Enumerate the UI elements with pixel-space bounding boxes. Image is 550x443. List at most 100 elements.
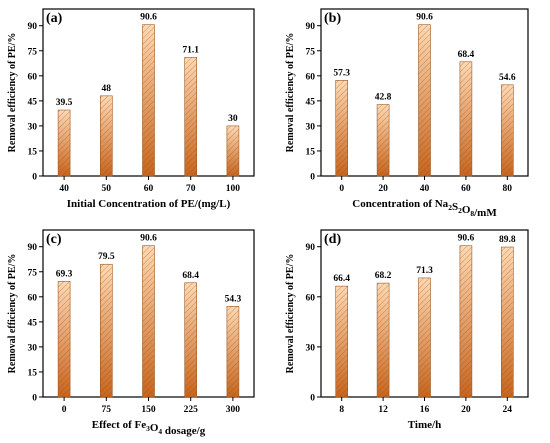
data-label: 90.6 (140, 234, 157, 244)
bar-hatch (226, 306, 239, 397)
y-axis-label: Removal efficiency of PE/% (285, 33, 296, 153)
y-tick-label: 60 (306, 293, 316, 303)
data-label: 39.5 (56, 98, 73, 108)
x-tick-label: 60 (144, 184, 154, 194)
x-tick-label: 70 (186, 184, 196, 194)
y-tick-label: 30 (306, 343, 316, 353)
x-axis-label: Concentration of Na2S2O8/mM (352, 198, 497, 219)
data-label: 68.2 (375, 271, 392, 281)
bar-hatch (142, 245, 155, 397)
chart-panel-2: (c) 0 15 30 45 60 75 90 69.3 0 79.5 75 90.6 150 68.4 22… (7, 229, 255, 437)
data-label: 54.3 (225, 294, 242, 304)
bar-hatch (459, 61, 472, 176)
data-label: 79.5 (98, 252, 115, 262)
y-tick-label: 60 (306, 72, 316, 82)
x-axis-label: Initial Concentration of PE/(mg/L) (67, 198, 231, 210)
x-tick-label: 80 (503, 184, 513, 194)
bar-hatch (58, 110, 71, 176)
y-tick-label: 90 (306, 22, 316, 32)
y-tick-label: 30 (28, 122, 38, 132)
y-axis-label: Removal efficiency of PE/% (7, 254, 18, 374)
bar-hatch (184, 282, 197, 397)
chart-panel-3: (d) 0 30 60 90 66.4 8 68.2 12 71.3 16 90.6 20 89.8 24 T… (285, 229, 529, 431)
y-tick-label: 0 (310, 394, 315, 404)
data-label: 90.6 (458, 234, 475, 244)
y-tick-label: 90 (306, 243, 316, 253)
bar-hatch (184, 57, 197, 176)
y-axis-label: Removal efficiency of PE/% (285, 254, 296, 374)
data-label: 57.3 (333, 68, 350, 78)
x-tick-label: 300 (226, 405, 241, 415)
x-tick-label: 50 (102, 184, 112, 194)
chart-panel-0: (a) 0 15 30 45 60 75 90 39.5 40 48 50 90.6 60 71.1 70 30… (7, 8, 255, 210)
x-tick-label: 150 (141, 405, 156, 415)
y-axis-label: Removal efficiency of PE/% (7, 33, 18, 153)
x-tick-label: 40 (420, 184, 430, 194)
x-tick-label: 100 (226, 184, 241, 194)
data-label: 48 (102, 84, 112, 94)
y-tick-label: 45 (28, 318, 38, 328)
data-label: 71.3 (416, 266, 433, 276)
x-tick-label: 225 (184, 405, 199, 415)
y-tick-label: 60 (28, 72, 38, 82)
bar-hatch (418, 24, 431, 177)
x-tick-label: 40 (59, 184, 69, 194)
bar-hatch (100, 264, 113, 397)
bar-hatch (501, 247, 514, 397)
bar-hatch (58, 281, 71, 397)
data-label: 69.3 (56, 269, 73, 279)
bar-hatch (100, 95, 113, 176)
x-tick-label: 0 (62, 405, 67, 415)
y-tick-label: 90 (28, 22, 38, 32)
y-tick-label: 45 (28, 97, 38, 107)
data-label: 66.4 (333, 274, 350, 284)
bar-hatch (459, 245, 472, 397)
y-tick-label: 75 (28, 47, 38, 57)
y-tick-label: 15 (306, 147, 316, 157)
bar-hatch (377, 104, 390, 176)
x-tick-label: 12 (378, 405, 388, 415)
data-label: 90.6 (140, 13, 157, 23)
data-label: 30 (228, 114, 238, 124)
y-tick-label: 15 (28, 368, 38, 378)
y-tick-label: 30 (28, 343, 38, 353)
data-label: 42.8 (375, 93, 392, 103)
y-tick-label: 45 (306, 97, 316, 107)
bar-hatch (335, 80, 348, 176)
x-tick-label: 8 (339, 405, 344, 415)
y-tick-label: 15 (28, 147, 38, 157)
data-label: 54.6 (499, 73, 516, 83)
bar-hatch (377, 283, 390, 397)
x-tick-label: 20 (461, 405, 471, 415)
x-tick-label: 75 (102, 405, 112, 415)
panel-label: (d) (324, 232, 341, 247)
chart-panel-1: (b) 0 15 30 45 60 75 90 57.3 0 42.8 20 90.6 40 68.4 60 5… (285, 8, 529, 219)
bar-hatch (142, 24, 155, 177)
bar-hatch (226, 125, 239, 176)
y-tick-label: 0 (32, 394, 37, 404)
y-tick-label: 90 (28, 243, 38, 253)
x-tick-label: 0 (339, 184, 344, 194)
y-tick-label: 60 (28, 293, 38, 303)
x-axis-label: Effect of Fe3O4 dosage/g (92, 419, 206, 437)
x-axis-label: Time/h (408, 419, 441, 431)
data-label: 68.4 (458, 50, 475, 60)
data-label: 71.1 (182, 45, 199, 55)
data-label: 90.6 (416, 13, 433, 23)
data-label: 68.4 (182, 271, 199, 281)
bar-hatch (501, 84, 514, 176)
y-tick-label: 0 (32, 173, 37, 183)
data-label: 89.8 (499, 235, 516, 245)
x-tick-label: 60 (461, 184, 471, 194)
bar-hatch (335, 286, 348, 397)
x-tick-label: 16 (420, 405, 430, 415)
panel-label: (c) (46, 232, 62, 247)
y-tick-label: 75 (306, 47, 316, 57)
x-tick-label: 24 (503, 405, 513, 415)
y-tick-label: 30 (306, 122, 316, 132)
bar-hatch (418, 277, 431, 397)
y-tick-label: 75 (28, 268, 38, 278)
panel-label: (b) (324, 11, 341, 26)
x-tick-label: 20 (378, 184, 388, 194)
